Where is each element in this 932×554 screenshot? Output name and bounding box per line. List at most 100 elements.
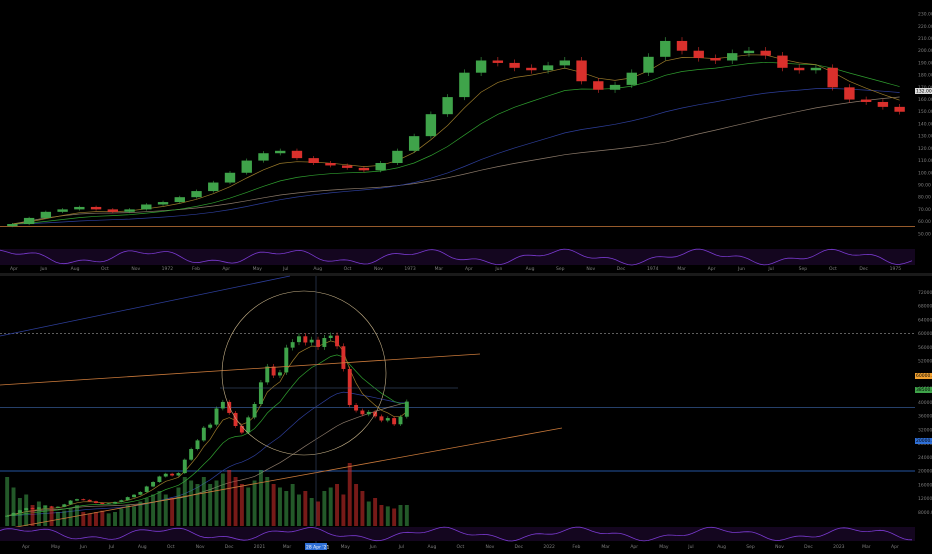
candle-body <box>81 499 86 501</box>
candle-body <box>57 209 68 212</box>
panel-divider[interactable] <box>0 273 932 276</box>
x-tick-label: Jul <box>767 266 773 272</box>
y-tick-label: 170.00 <box>918 85 932 91</box>
candle-body <box>325 163 336 166</box>
x-tick-label: Aug <box>71 266 80 272</box>
candle-body <box>509 62 520 68</box>
candle-body <box>860 99 872 102</box>
candle-body <box>157 476 162 483</box>
price-tag-green-value: 38500.00 <box>916 387 932 393</box>
candle-body <box>392 150 403 164</box>
candle-body <box>335 335 340 347</box>
volume-bar <box>176 487 181 526</box>
y-tick-label: 160.00 <box>918 97 932 103</box>
trend-line-upper <box>0 275 291 337</box>
y-tick-label: 60000.00 <box>918 331 932 337</box>
volume-bar <box>233 477 238 526</box>
y-tick-label: 50.00 <box>918 231 931 237</box>
x-tick-label: Jul <box>282 266 288 272</box>
volume-bar <box>17 498 22 526</box>
candle-body <box>894 106 905 112</box>
candle-body <box>760 50 771 56</box>
candle-body <box>284 347 289 373</box>
volume-bar <box>404 505 409 526</box>
y-tick-label: 16000.00 <box>918 482 932 488</box>
candle-body <box>68 500 73 505</box>
x-tick-label: Oct <box>457 544 465 550</box>
x-tick-label: 1973 <box>404 266 416 272</box>
ema-short-line <box>12 54 900 225</box>
candle-body <box>354 405 359 411</box>
y-tick-label: 190.00 <box>918 60 932 66</box>
volume-bar <box>74 505 79 526</box>
x-tick-label: Dec <box>617 266 626 272</box>
volume-bar <box>55 512 60 526</box>
volume-bar <box>182 477 187 526</box>
sma-long-line <box>12 96 900 225</box>
volume-bar <box>138 501 143 526</box>
candle-body <box>163 473 168 477</box>
x-tick-label: Nov <box>586 266 595 272</box>
candle-body <box>176 473 181 476</box>
y-tick-label: 210.00 <box>918 36 932 42</box>
candle-body <box>492 60 504 63</box>
candle-body <box>241 160 252 173</box>
volume-bar <box>354 484 359 526</box>
x-tick-label: 2021 <box>254 544 266 550</box>
trend-line-support <box>0 427 563 531</box>
candle-body <box>609 84 621 90</box>
candle-body <box>309 339 314 343</box>
highlighted-date-tag <box>305 543 327 550</box>
volume-bar <box>87 513 92 526</box>
candle-body <box>425 114 437 137</box>
x-tick-label: Nov <box>485 544 494 550</box>
candle-body <box>49 506 54 508</box>
x-tick-label: Feb <box>572 544 580 550</box>
candle-body <box>265 366 270 383</box>
ema-mid-line <box>12 61 900 225</box>
ema-mid-line <box>7 354 407 517</box>
x-tick-label: Apr <box>630 544 638 550</box>
volume-bar <box>277 487 282 526</box>
candle-body <box>408 136 420 151</box>
y-tick-label: 230.00 <box>918 12 932 18</box>
volume-bar <box>360 491 365 526</box>
candle-body <box>341 165 353 168</box>
candle-body <box>743 50 755 54</box>
y-tick-label: 68000.00 <box>918 304 932 310</box>
x-tick-label: 1975 <box>890 266 902 272</box>
candle-body <box>74 206 85 210</box>
candle-body <box>239 425 244 433</box>
bottom-time-axis: Apr May Jun Jul Aug Oct Nov Dec 2021 Mar Apr May Jun… <box>22 543 899 551</box>
x-tick-label: Sep <box>556 266 565 272</box>
x-tick-label: Dec <box>225 544 234 550</box>
volume-bar <box>316 501 320 526</box>
candle-body <box>151 482 156 487</box>
volume-bar <box>201 477 206 526</box>
candle-body <box>144 486 149 492</box>
bottom-price-panel[interactable]: 72000.00 68000.00 64000.00 60000.00 56000.00… <box>0 275 932 545</box>
x-tick-label: Apr <box>891 544 899 550</box>
candle-body <box>90 206 102 210</box>
x-tick-label: Aug <box>313 266 322 272</box>
x-tick-label: Feb <box>192 266 200 272</box>
candle-body <box>308 158 319 164</box>
volume-bar <box>303 491 308 526</box>
volume-bar <box>157 491 162 526</box>
top-price-panel[interactable]: 230.00 220.00 210.00 200.00 190.00 180.00 170.… <box>0 12 932 238</box>
x-tick-label: Oct <box>167 544 175 550</box>
volume-bar <box>94 512 98 526</box>
volume-bar <box>227 470 232 526</box>
highlighted-date-value: 28 Apr '21 <box>306 545 329 551</box>
candle-body <box>174 197 185 203</box>
candle-body <box>576 60 587 82</box>
volume-bar <box>284 491 289 526</box>
candle-body <box>125 497 130 501</box>
volume-bar <box>195 484 200 526</box>
x-tick-label: Jul <box>398 544 404 550</box>
y-tick-label: 100.00 <box>918 170 932 176</box>
y-tick-label: 56000.00 <box>918 345 932 351</box>
candle-body <box>360 410 365 415</box>
candle-body <box>844 87 855 100</box>
